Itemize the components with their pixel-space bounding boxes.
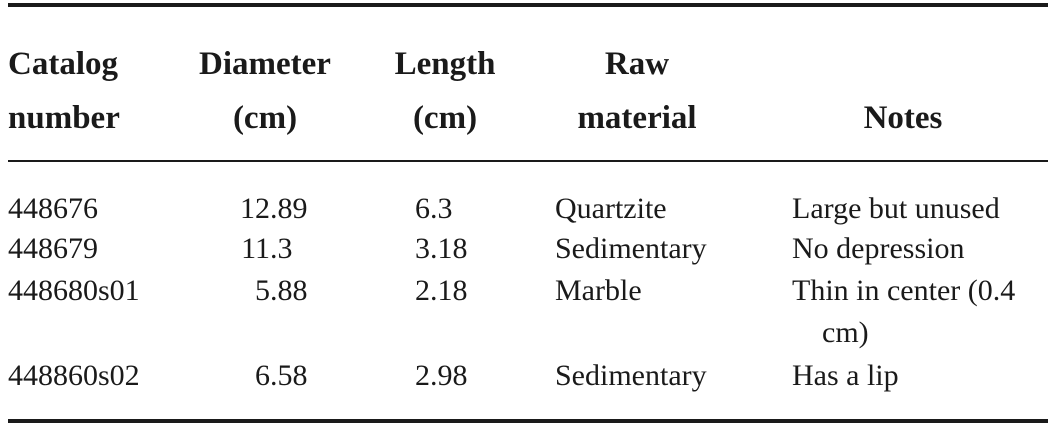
catalog-number: 448676 [8, 192, 98, 225]
bottom-rule [8, 419, 1048, 423]
raw-material: Quartzite [555, 192, 667, 225]
catalog-number: 448680s01 [8, 274, 140, 307]
column-header: Length (cm) [394, 46, 496, 136]
notes: Large but unused [792, 192, 1000, 225]
column-header: Notes [863, 100, 943, 136]
raw-material: Marble [555, 274, 642, 307]
notes: Has a lip [792, 359, 899, 392]
diameter: 5.88 [255, 274, 308, 307]
raw-material: Sedimentary [555, 232, 707, 265]
top-rule [8, 3, 1048, 7]
column-header: Raw material [577, 46, 697, 136]
notes: No depression [792, 232, 965, 265]
length: 6.3 [415, 192, 453, 225]
header-rule [8, 160, 1048, 162]
length: 3.18 [415, 232, 468, 265]
length: 2.98 [415, 359, 468, 392]
notes: Thin in center (0.4 cm) [792, 274, 1016, 349]
catalog-number: 448679 [8, 232, 98, 265]
diameter: 11.3 [241, 232, 293, 265]
column-header: Diameter (cm) [199, 46, 331, 136]
raw-material: Sedimentary [555, 359, 707, 392]
diameter: 12.89 [240, 192, 308, 225]
column-header: Catalog number [8, 46, 120, 136]
length: 2.18 [415, 274, 468, 307]
catalog-number: 448860s02 [8, 359, 140, 392]
diameter: 6.58 [255, 359, 308, 392]
